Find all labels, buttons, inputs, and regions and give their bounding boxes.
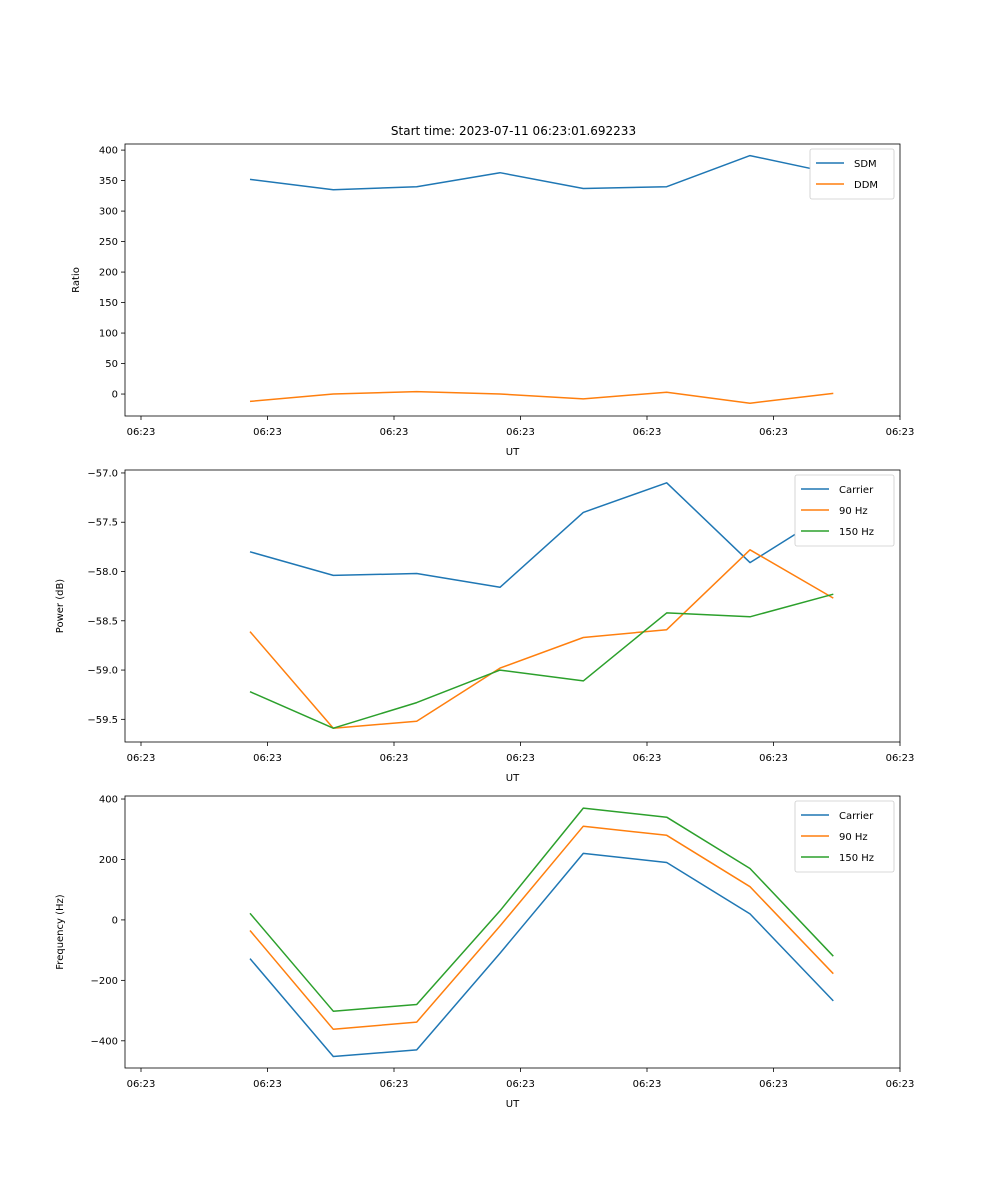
y-tick-label: −200 [91,976,118,987]
series-line-90-hz [249,549,834,729]
x-tick-label: 06:23 [253,427,282,438]
y-tick-label: 300 [99,207,118,218]
y-tick-label: −58.5 [87,616,118,627]
legend-entry: 150 Hz [839,527,874,538]
x-axis-label: UT [506,1099,520,1110]
x-tick-label: 06:23 [886,753,915,764]
y-tick-label: −57.5 [87,518,118,529]
x-tick-label: 06:23 [127,1079,156,1090]
x-tick-label: 06:23 [380,427,409,438]
y-tick-label: 100 [99,329,118,340]
x-tick-label: 06:23 [127,753,156,764]
legend-entry: 90 Hz [839,832,868,843]
plot-frame [124,795,901,1069]
x-axis-label: UT [506,773,520,784]
y-tick-label: 150 [99,298,118,309]
legend-entry: Carrier [839,485,874,496]
y-tick-label: 400 [99,146,118,157]
y-tick-label: 350 [99,176,118,187]
y-tick-label: −58.0 [87,567,118,578]
legend-box [809,148,895,200]
panel-1: Start time: 2023-07-11 06:23:01.692233 06… [71,124,914,458]
x-tick-label: 06:23 [886,1079,915,1090]
y-tick-label: 200 [99,268,118,279]
plot-frame [124,469,901,743]
chart-title: Start time: 2023-07-11 06:23:01.692233 [391,124,636,138]
legend: Carrier 90 Hz 150 Hz [794,474,895,547]
y-tick-label: 250 [99,237,118,248]
legend-entry: 90 Hz [839,506,868,517]
y-tick-label: −59.5 [87,715,118,726]
x-tick-label: 06:23 [759,1079,788,1090]
y-tick-label: 50 [105,359,118,370]
legend-entry: 150 Hz [839,853,874,864]
series-line-carrier [249,482,834,589]
y-axis-label: Frequency (Hz) [55,894,66,970]
legend: Carrier 90 Hz 150 Hz [794,800,895,873]
series-line-carrier [249,852,834,1058]
panel-2: 06:23 06:23 06:23 06:23 06:23 06:23 06:23 −57.0… [55,468,914,784]
y-tick-label: −59.0 [87,666,118,677]
x-tick-label: 06:23 [380,1079,409,1090]
series-line-sdm [249,154,834,191]
legend-entry: Carrier [839,811,874,822]
y-tick-label: 400 [99,795,118,806]
x-tick-label: 06:23 [253,753,282,764]
legend-box [794,800,895,873]
y-tick-label: −400 [91,1036,118,1047]
legend-entry: SDM [854,159,877,170]
legend-entry: DDM [854,180,878,191]
series-line-150-hz [249,807,834,1012]
legend-box [794,474,895,547]
x-tick-label: 06:23 [506,1079,535,1090]
plot-frame [124,143,901,417]
x-tick-label: 06:23 [759,753,788,764]
x-tick-label: 06:23 [253,1079,282,1090]
panel-3: 06:23 06:23 06:23 06:23 06:23 06:23 06:23 400 20… [55,795,914,1110]
x-tick-label: 06:23 [506,753,535,764]
series-line-90-hz [249,825,834,1031]
x-tick-label: 06:23 [886,427,915,438]
x-tick-label: 06:23 [127,427,156,438]
x-axis-label: UT [506,447,520,458]
y-tick-label: 200 [99,855,118,866]
x-tick-label: 06:23 [380,753,409,764]
x-tick-label: 06:23 [633,753,662,764]
series-line-ddm [249,390,834,404]
panels: Start time: 2023-07-11 06:23:01.692233 06… [55,124,914,1110]
legend: SDM DDM [809,148,895,200]
y-tick-label: −57.0 [87,468,118,479]
y-tick-label: 0 [112,390,118,401]
x-tick-label: 06:23 [759,427,788,438]
y-axis-label: Power (dB) [55,579,66,634]
x-tick-label: 06:23 [506,427,535,438]
series-line-150-hz [249,593,834,729]
x-tick-label: 06:23 [633,1079,662,1090]
y-axis-label: Ratio [71,267,82,293]
y-tick-label: 0 [112,915,118,926]
x-tick-label: 06:23 [633,427,662,438]
